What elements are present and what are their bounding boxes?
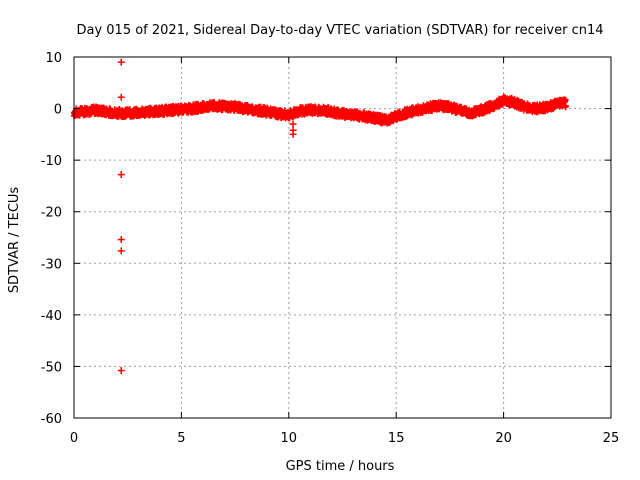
outlier-point: [289, 130, 297, 138]
outlier-point: [289, 120, 297, 128]
y-tick-label: 0: [54, 103, 62, 118]
x-tick-label: 15: [388, 431, 405, 446]
x-tick-label: 10: [281, 431, 298, 446]
outlier-point: [117, 247, 125, 255]
x-tick-label: 0: [70, 431, 78, 446]
y-tick-label: -10: [41, 154, 62, 169]
outlier-point: [117, 58, 125, 66]
y-axis-label: SDTVAR / TECUs: [7, 187, 22, 294]
y-tick-label: -60: [41, 412, 62, 427]
x-tick-label: 25: [603, 431, 620, 446]
chart-title: Day 015 of 2021, Sidereal Day-to-day VTE…: [76, 23, 603, 38]
data-points: [70, 58, 569, 375]
y-tick-label: -20: [41, 206, 62, 221]
x-tick-label: 20: [495, 431, 512, 446]
outlier-point: [117, 171, 125, 179]
y-tick-label: 10: [45, 51, 62, 66]
outlier-point: [117, 236, 125, 244]
x-axis-label: GPS time / hours: [286, 459, 395, 474]
y-tick-label: -30: [41, 257, 62, 272]
x-tick-label: 5: [177, 431, 185, 446]
outlier-point: [117, 93, 125, 101]
y-tick-label: -40: [41, 309, 62, 324]
y-tick-label: -50: [41, 360, 62, 375]
outlier-point: [117, 367, 125, 375]
